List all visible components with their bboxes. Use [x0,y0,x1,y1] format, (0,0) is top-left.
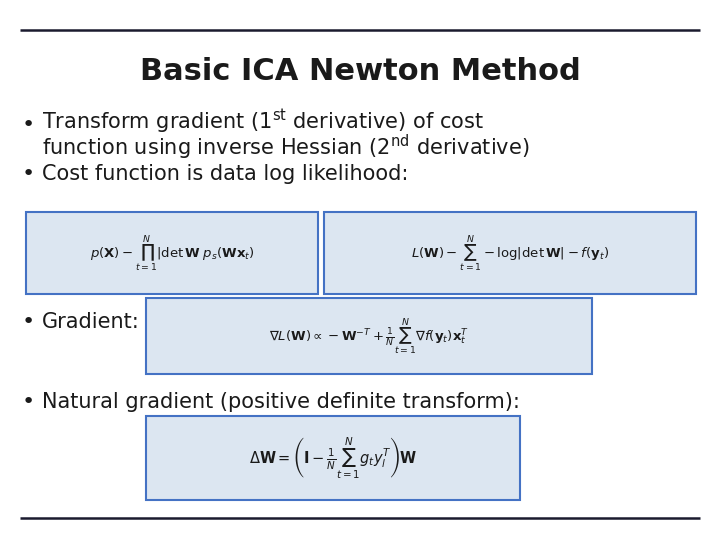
Text: $p(\mathbf{X}) - \prod_{t=1}^{N} |\det\mathbf{W}\; p_s(\mathbf{W}\mathbf{x}_t)$: $p(\mathbf{X}) - \prod_{t=1}^{N} |\det\m… [89,233,254,273]
Text: Natural gradient (positive definite transform):: Natural gradient (positive definite tran… [42,392,520,412]
FancyBboxPatch shape [26,212,318,294]
Text: $L(\mathbf{W}) - \sum_{t=1}^{N} -\log|\det\mathbf{W}| - f(\mathbf{y}_t)$: $L(\mathbf{W}) - \sum_{t=1}^{N} -\log|\d… [411,233,609,273]
Text: •: • [22,115,35,135]
FancyBboxPatch shape [146,416,520,500]
FancyBboxPatch shape [146,298,592,374]
Text: $\nabla L(\mathbf{W}) \propto -\mathbf{W}^{-T} + \frac{1}{N}\sum_{t=1}^{N} \nabl: $\nabla L(\mathbf{W}) \propto -\mathbf{W… [269,316,469,356]
Text: •: • [22,164,35,184]
Text: •: • [22,312,35,332]
Text: •: • [22,392,35,412]
Text: Transform gradient (1$^{\mathrm{st}}$ derivative) of cost: Transform gradient (1$^{\mathrm{st}}$ de… [42,107,484,137]
Text: Cost function is data log likelihood:: Cost function is data log likelihood: [42,164,408,184]
Text: function using inverse Hessian (2$^{\mathrm{nd}}$ derivative): function using inverse Hessian (2$^{\mat… [42,132,529,161]
Text: $\Delta\mathbf{W} = \left(\mathbf{I} - \frac{1}{N}\sum_{t=1}^{N} g_t y_l^T\right: $\Delta\mathbf{W} = \left(\mathbf{I} - \… [249,435,417,481]
FancyBboxPatch shape [324,212,696,294]
Text: Basic ICA Newton Method: Basic ICA Newton Method [140,57,580,86]
Text: Gradient:: Gradient: [42,312,140,332]
